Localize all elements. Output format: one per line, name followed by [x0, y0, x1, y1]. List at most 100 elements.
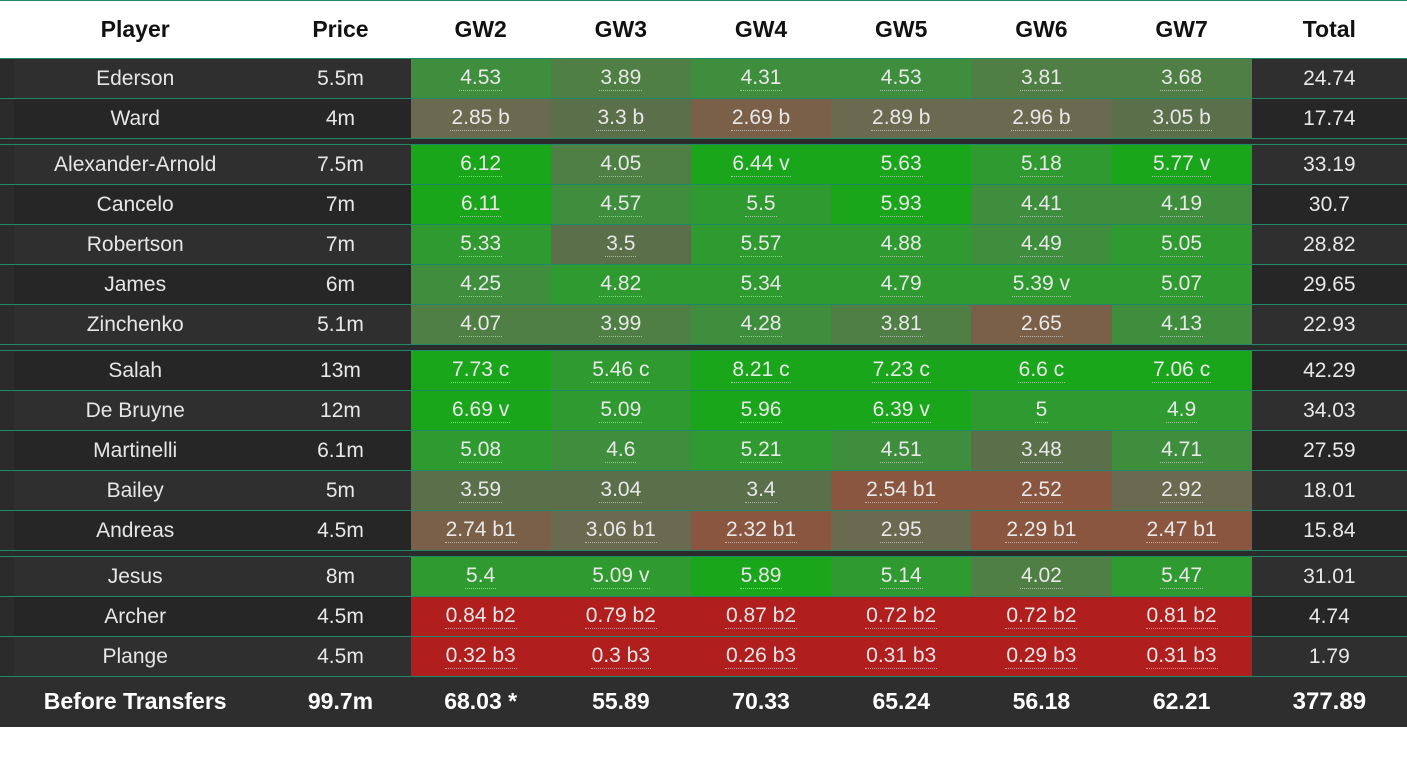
gw-cell[interactable]: 0.3 b3 — [551, 637, 691, 677]
gw-cell[interactable]: 6.6 c — [971, 351, 1111, 391]
gw-cell[interactable]: 2.92 — [1112, 471, 1252, 511]
gw-cell[interactable]: 4.02 — [971, 557, 1111, 597]
player-name[interactable]: Andreas — [0, 511, 270, 551]
gw-cell[interactable]: 5.39 v — [971, 265, 1111, 305]
table-row[interactable]: Bailey5m3.593.043.42.54 b12.522.9218.01 — [0, 471, 1407, 511]
gw-cell[interactable]: 5.09 v — [551, 557, 691, 597]
gw-cell[interactable]: 0.31 b3 — [831, 637, 971, 677]
gw-cell[interactable]: 3.06 b1 — [551, 511, 691, 551]
table-row[interactable]: Robertson7m5.333.55.574.884.495.0528.82 — [0, 225, 1407, 265]
table-row[interactable]: Alexander-Arnold7.5m6.124.056.44 v5.635.… — [0, 145, 1407, 185]
gw-cell[interactable]: 6.11 — [411, 185, 551, 225]
gw-cell[interactable]: 7.06 c — [1112, 351, 1252, 391]
gw-cell[interactable]: 5 — [971, 391, 1111, 431]
gw-cell[interactable]: 3.3 b — [551, 99, 691, 139]
gw-cell[interactable]: 5.96 — [691, 391, 831, 431]
col-player[interactable]: Player — [0, 1, 270, 59]
gw-cell[interactable]: 3.04 — [551, 471, 691, 511]
gw-cell[interactable]: 4.71 — [1112, 431, 1252, 471]
gw-cell[interactable]: 6.44 v — [691, 145, 831, 185]
gw-cell[interactable]: 0.32 b3 — [411, 637, 551, 677]
player-name[interactable]: Ward — [0, 99, 270, 139]
gw-cell[interactable]: 2.74 b1 — [411, 511, 551, 551]
gw-cell[interactable]: 3.5 — [551, 225, 691, 265]
gw-cell[interactable]: 5.57 — [691, 225, 831, 265]
gw-cell[interactable]: 3.89 — [551, 59, 691, 99]
gw-cell[interactable]: 4.82 — [551, 265, 691, 305]
gw-cell[interactable]: 0.81 b2 — [1112, 597, 1252, 637]
gw-cell[interactable]: 3.81 — [971, 59, 1111, 99]
table-row[interactable]: Ederson5.5m4.533.894.314.533.813.6824.74 — [0, 59, 1407, 99]
player-name[interactable]: Bailey — [0, 471, 270, 511]
gw-cell[interactable]: 6.39 v — [831, 391, 971, 431]
gw-cell[interactable]: 0.26 b3 — [691, 637, 831, 677]
gw-cell[interactable]: 3.68 — [1112, 59, 1252, 99]
gw-cell[interactable]: 5.21 — [691, 431, 831, 471]
gw-cell[interactable]: 2.85 b — [411, 99, 551, 139]
table-row[interactable]: Martinelli6.1m5.084.65.214.513.484.7127.… — [0, 431, 1407, 471]
player-name[interactable]: Cancelo — [0, 185, 270, 225]
gw-cell[interactable]: 6.12 — [411, 145, 551, 185]
gw-cell[interactable]: 5.08 — [411, 431, 551, 471]
player-name[interactable]: Martinelli — [0, 431, 270, 471]
col-price[interactable]: Price — [270, 1, 410, 59]
gw-cell[interactable]: 0.79 b2 — [551, 597, 691, 637]
gw-cell[interactable]: 2.52 — [971, 471, 1111, 511]
gw-cell[interactable]: 5.09 — [551, 391, 691, 431]
gw-cell[interactable]: 3.99 — [551, 305, 691, 345]
col-gw[interactable]: GW4 — [691, 1, 831, 59]
gw-cell[interactable]: 5.4 — [411, 557, 551, 597]
gw-cell[interactable]: 0.31 b3 — [1112, 637, 1252, 677]
gw-cell[interactable]: 0.87 b2 — [691, 597, 831, 637]
player-name[interactable]: Archer — [0, 597, 270, 637]
player-name[interactable]: James — [0, 265, 270, 305]
table-row[interactable]: Salah13m7.73 c5.46 c8.21 c7.23 c6.6 c7.0… — [0, 351, 1407, 391]
gw-cell[interactable]: 7.23 c — [831, 351, 971, 391]
table-row[interactable]: Zinchenko5.1m4.073.994.283.812.654.1322.… — [0, 305, 1407, 345]
gw-cell[interactable]: 4.51 — [831, 431, 971, 471]
table-row[interactable]: Ward4m2.85 b3.3 b2.69 b2.89 b2.96 b3.05 … — [0, 99, 1407, 139]
gw-cell[interactable]: 8.21 c — [691, 351, 831, 391]
gw-cell[interactable]: 0.29 b3 — [971, 637, 1111, 677]
gw-cell[interactable]: 4.49 — [971, 225, 1111, 265]
gw-cell[interactable]: 4.88 — [831, 225, 971, 265]
gw-cell[interactable]: 5.93 — [831, 185, 971, 225]
gw-cell[interactable]: 5.5 — [691, 185, 831, 225]
gw-cell[interactable]: 3.81 — [831, 305, 971, 345]
gw-cell[interactable]: 4.05 — [551, 145, 691, 185]
gw-cell[interactable]: 3.05 b — [1112, 99, 1252, 139]
gw-cell[interactable]: 0.72 b2 — [831, 597, 971, 637]
gw-cell[interactable]: 4.79 — [831, 265, 971, 305]
gw-cell[interactable]: 5.33 — [411, 225, 551, 265]
gw-cell[interactable]: 5.34 — [691, 265, 831, 305]
player-name[interactable]: Ederson — [0, 59, 270, 99]
col-gw[interactable]: GW5 — [831, 1, 971, 59]
gw-cell[interactable]: 3.48 — [971, 431, 1111, 471]
player-name[interactable]: De Bruyne — [0, 391, 270, 431]
table-row[interactable]: James6m4.254.825.344.795.39 v5.0729.65 — [0, 265, 1407, 305]
gw-cell[interactable]: 4.57 — [551, 185, 691, 225]
gw-cell[interactable]: 0.84 b2 — [411, 597, 551, 637]
table-row[interactable]: Archer4.5m0.84 b20.79 b20.87 b20.72 b20.… — [0, 597, 1407, 637]
col-total[interactable]: Total — [1252, 1, 1407, 59]
gw-cell[interactable]: 4.41 — [971, 185, 1111, 225]
gw-cell[interactable]: 4.6 — [551, 431, 691, 471]
gw-cell[interactable]: 2.69 b — [691, 99, 831, 139]
col-gw[interactable]: GW6 — [971, 1, 1111, 59]
table-row[interactable]: Andreas4.5m2.74 b13.06 b12.32 b12.952.29… — [0, 511, 1407, 551]
gw-cell[interactable]: 4.53 — [831, 59, 971, 99]
player-name[interactable]: Jesus — [0, 557, 270, 597]
gw-cell[interactable]: 4.9 — [1112, 391, 1252, 431]
table-row[interactable]: Jesus8m5.45.09 v5.895.144.025.4731.01 — [0, 557, 1407, 597]
gw-cell[interactable]: 5.14 — [831, 557, 971, 597]
gw-cell[interactable]: 2.65 — [971, 305, 1111, 345]
gw-cell[interactable]: 2.54 b1 — [831, 471, 971, 511]
gw-cell[interactable]: 4.19 — [1112, 185, 1252, 225]
gw-cell[interactable]: 2.47 b1 — [1112, 511, 1252, 551]
gw-cell[interactable]: 7.73 c — [411, 351, 551, 391]
table-row[interactable]: Plange4.5m0.32 b30.3 b30.26 b30.31 b30.2… — [0, 637, 1407, 677]
gw-cell[interactable]: 5.46 c — [551, 351, 691, 391]
gw-cell[interactable]: 4.07 — [411, 305, 551, 345]
gw-cell[interactable]: 2.29 b1 — [971, 511, 1111, 551]
player-name[interactable]: Alexander-Arnold — [0, 145, 270, 185]
